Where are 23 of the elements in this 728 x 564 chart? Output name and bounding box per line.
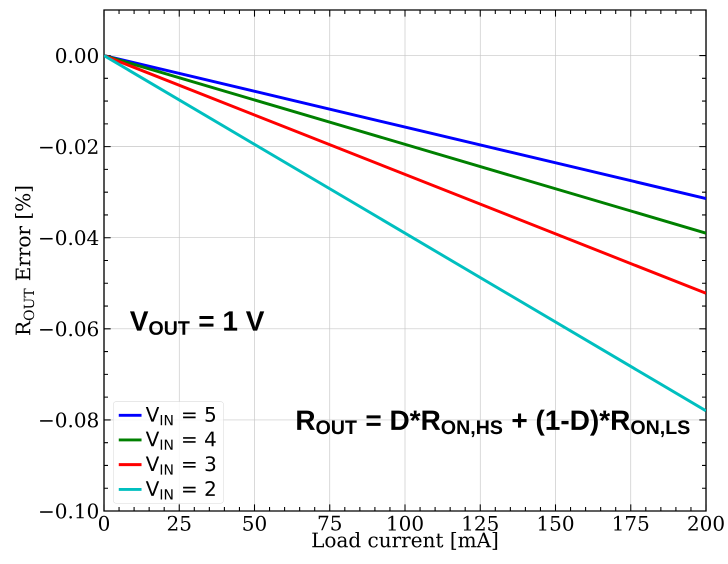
y-tick-label: −0.02 [40, 139, 98, 154]
x-tick-label: 200 [688, 516, 724, 531]
x-tick-label: 100 [388, 516, 423, 531]
x-tick-label: 50 [243, 516, 266, 531]
y-tick-label: −0.08 [40, 412, 98, 428]
y-tick-label: −0.10 [40, 503, 98, 519]
x-tick-label: 125 [464, 516, 498, 531]
legend-label: V$_{IN}$ = 5 [146, 407, 216, 426]
legend-label: V$_{IN}$ = 4 [146, 432, 216, 450]
x-tick-label: 175 [614, 516, 648, 531]
x-tick-label: 150 [538, 516, 574, 531]
y-tick-label: −0.04 [40, 230, 98, 246]
x-tick-label: 75 [318, 516, 341, 531]
y-tick-label: 0.00 [56, 48, 98, 64]
annotation: V$_{OUT}$ = 1 V [130, 311, 264, 335]
x-tick-label: 0 [98, 516, 110, 531]
x-tick-label: 25 [168, 516, 190, 531]
y-axis-title: R$_{OUT}$ Error [%] [15, 186, 34, 335]
x-axis-title: Load current [mA] [312, 532, 498, 550]
y-tick-label: −0.06 [40, 321, 98, 336]
legend-label: V$_{IN}$ = 3 [146, 456, 216, 475]
legend-label: V$_{IN}$ = 2 [146, 481, 215, 500]
annotation: R$_{OUT}$ = D*R$_{ON,HS}$ + (1-D)*R$_{ON,LS}$ [297, 410, 690, 438]
